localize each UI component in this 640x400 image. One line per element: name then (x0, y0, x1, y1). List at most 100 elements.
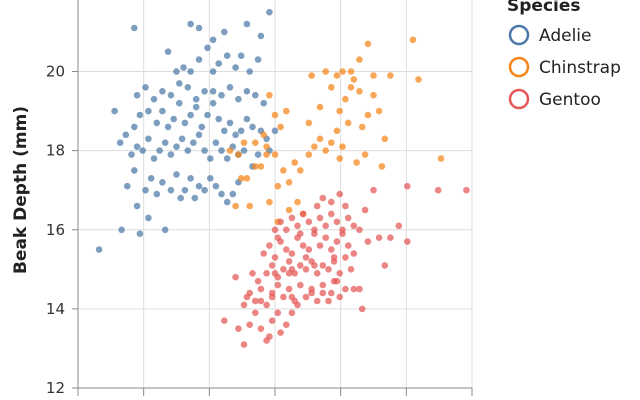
point-chinstrap (263, 151, 270, 158)
point-adelie (207, 175, 214, 182)
point-gentoo (243, 293, 251, 301)
point-adelie (240, 147, 248, 154)
point-gentoo (463, 186, 470, 194)
point-adelie (139, 147, 146, 154)
point-adelie (167, 186, 175, 194)
point-adelie (184, 84, 192, 91)
point-adelie (232, 131, 239, 139)
point-adelie (167, 91, 175, 99)
point-adelie (187, 68, 194, 75)
point-adelie (201, 186, 208, 194)
point-gentoo (271, 254, 279, 261)
y-tick-label: 14 (46, 300, 65, 318)
point-chinstrap (246, 202, 253, 210)
point-chinstrap (266, 91, 273, 99)
point-adelie (133, 202, 141, 210)
point-gentoo (342, 202, 349, 210)
point-chinstrap (280, 167, 287, 174)
point-gentoo (308, 289, 315, 297)
point-adelie (95, 246, 103, 253)
point-gentoo (246, 321, 253, 329)
point-gentoo (249, 270, 256, 277)
legend-symbol-chinstrap (508, 56, 530, 78)
point-adelie (218, 147, 225, 154)
point-gentoo (325, 266, 332, 273)
point-adelie (209, 99, 217, 107)
point-adelie (116, 139, 124, 146)
point-adelie (221, 127, 228, 135)
point-gentoo (350, 250, 358, 257)
point-chinstrap (387, 72, 394, 79)
point-gentoo (302, 293, 310, 301)
point-gentoo (268, 293, 276, 301)
point-gentoo (319, 262, 327, 269)
point-gentoo (240, 301, 248, 309)
point-adelie (136, 230, 144, 237)
point-gentoo (263, 301, 270, 309)
point-adelie (145, 135, 152, 143)
point-chinstrap (344, 119, 352, 127)
point-adelie (153, 190, 161, 198)
point-chinstrap (381, 135, 389, 143)
legend: Species Adelie Chinstrap Gentoo (507, 0, 621, 110)
point-gentoo (288, 309, 296, 317)
point-gentoo (268, 317, 276, 325)
point-gentoo (322, 222, 330, 230)
point-gentoo (305, 218, 313, 226)
point-gentoo (257, 285, 265, 293)
point-gentoo (328, 198, 335, 206)
point-gentoo (350, 285, 358, 293)
point-gentoo (235, 325, 242, 333)
point-adelie (111, 107, 118, 115)
point-adelie (178, 135, 186, 143)
point-gentoo (263, 270, 270, 277)
point-adelie (131, 24, 138, 32)
point-gentoo (336, 293, 344, 301)
point-gentoo (387, 234, 394, 241)
point-chinstrap (311, 143, 318, 150)
point-chinstrap (305, 119, 313, 127)
point-adelie (170, 115, 177, 123)
point-adelie (218, 190, 225, 198)
point-gentoo (257, 297, 265, 305)
point-adelie (229, 190, 237, 198)
point-chinstrap (297, 167, 304, 174)
point-gentoo (330, 277, 338, 285)
point-gentoo (404, 238, 411, 245)
point-gentoo (285, 258, 293, 265)
point-adelie (226, 119, 234, 127)
point-adelie (176, 99, 183, 107)
point-gentoo (266, 242, 273, 249)
point-adelie (201, 88, 208, 95)
point-adelie (201, 147, 208, 154)
point-chinstrap (339, 68, 346, 75)
point-chinstrap (260, 131, 268, 139)
point-gentoo (288, 293, 296, 301)
point-chinstrap (277, 123, 284, 131)
point-chinstrap (409, 36, 417, 44)
point-adelie (164, 123, 172, 131)
point-gentoo (299, 210, 307, 218)
point-chinstrap (263, 143, 270, 150)
point-gentoo (322, 234, 330, 241)
point-adelie (215, 115, 222, 123)
point-gentoo (294, 301, 301, 309)
point-gentoo (336, 190, 344, 198)
point-gentoo (268, 262, 276, 269)
point-gentoo (288, 250, 296, 257)
point-adelie (153, 119, 161, 127)
point-adelie (133, 143, 141, 150)
point-gentoo (277, 329, 284, 336)
point-gentoo (274, 281, 282, 289)
point-gentoo (274, 309, 282, 317)
point-gentoo (333, 238, 341, 245)
point-gentoo (328, 289, 335, 297)
point-adelie (159, 179, 166, 186)
point-adelie (173, 68, 180, 75)
point-adelie (254, 56, 262, 63)
point-adelie (181, 186, 189, 194)
point-chinstrap (350, 76, 358, 83)
point-adelie (223, 52, 231, 59)
point-adelie (150, 95, 158, 103)
point-gentoo (271, 226, 279, 234)
